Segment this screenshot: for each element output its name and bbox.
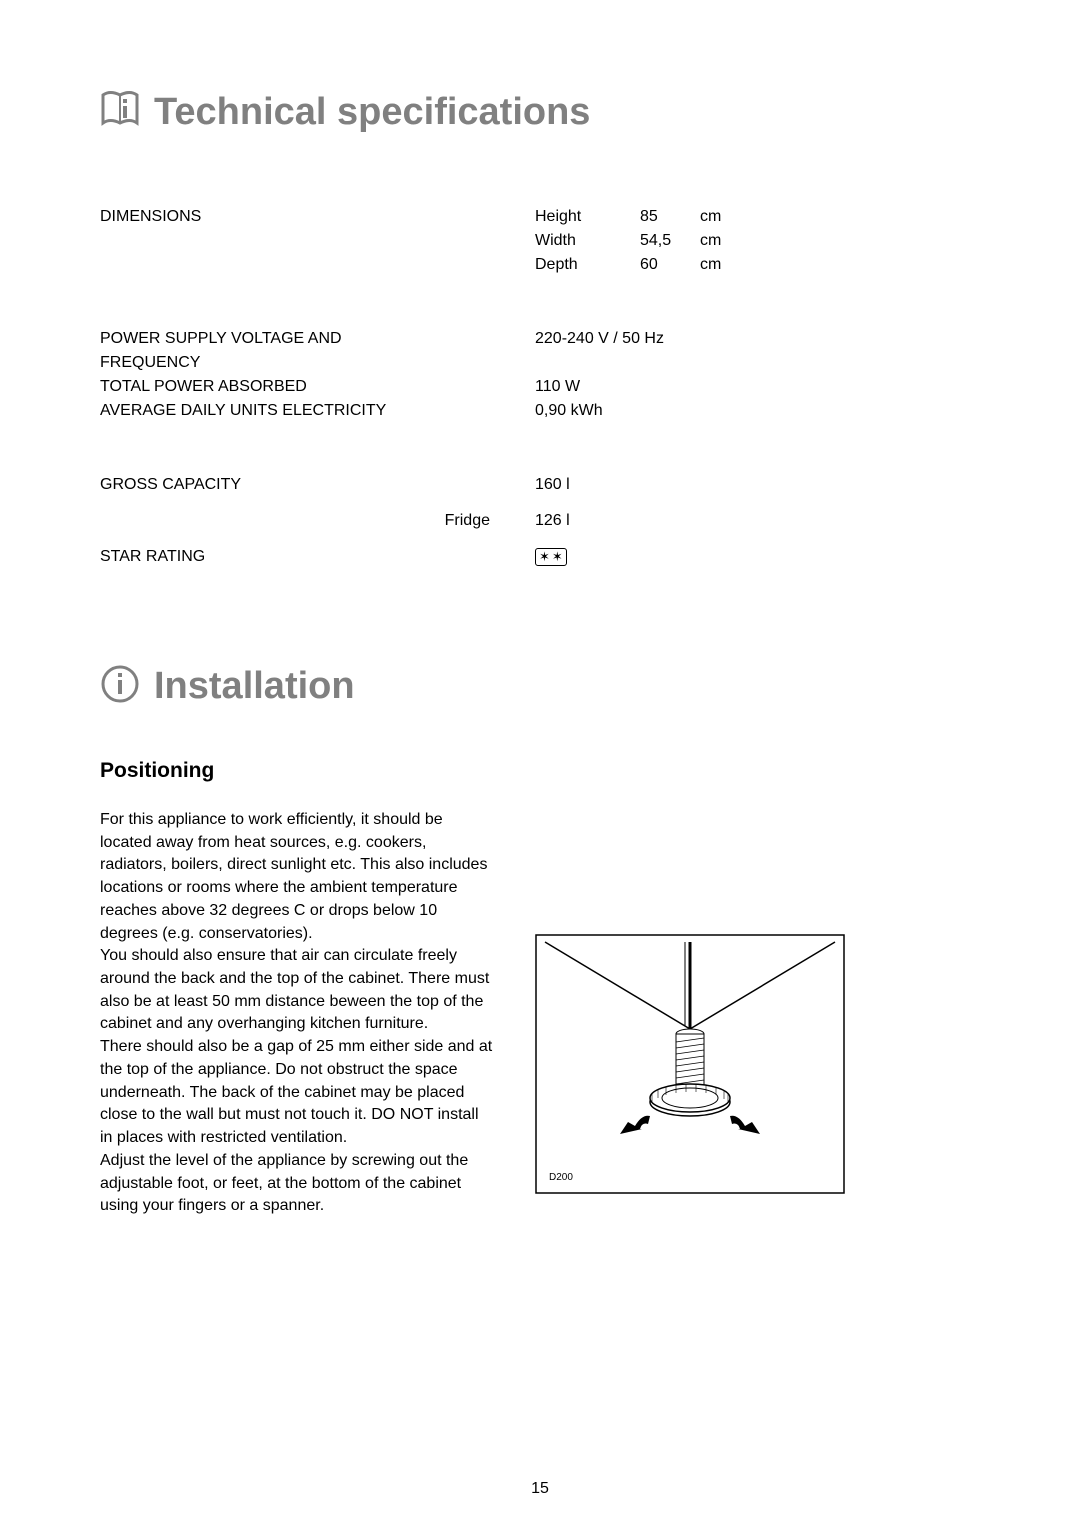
leveling-foot-diagram: D200 xyxy=(535,934,845,1199)
positioning-section: Positioning For this appliance to work e… xyxy=(100,759,980,1218)
specs-table: DIMENSIONS Height 85 cm Width 54,5 cm De… xyxy=(100,205,980,569)
tech-specs-heading-row: Technical specifications xyxy=(100,90,980,135)
star-rating-value: ✶✶ xyxy=(535,545,740,569)
tech-specs-title: Technical specifications xyxy=(154,91,590,134)
gross-capacity-value: 160 l xyxy=(535,473,740,497)
installation-title: Installation xyxy=(154,665,355,708)
total-power-label: TOTAL POWER ABSORBED xyxy=(100,375,410,399)
book-info-icon xyxy=(100,90,140,135)
gross-capacity-label: GROSS CAPACITY xyxy=(100,473,410,497)
height-unit: cm xyxy=(700,205,740,229)
total-power-value: 110 W xyxy=(535,375,740,399)
depth-value: 60 xyxy=(640,253,700,277)
positioning-body: For this appliance to work efficiently, … xyxy=(100,809,495,1218)
height-label: Height xyxy=(535,205,640,229)
star-rating-label: STAR RATING xyxy=(100,545,410,569)
positioning-heading: Positioning xyxy=(100,759,980,783)
depth-unit: cm xyxy=(700,253,740,277)
power-supply-label: POWER SUPPLY VOLTAGE AND FREQUENCY xyxy=(100,327,410,375)
diagram-label: D200 xyxy=(549,1172,573,1183)
avg-daily-value: 0,90 kWh xyxy=(535,399,740,423)
page-number: 15 xyxy=(531,1480,549,1498)
installation-heading-row: Installation xyxy=(100,664,980,709)
width-value: 54,5 xyxy=(640,229,700,253)
star-rating-icon: ✶✶ xyxy=(535,548,567,566)
depth-label: Depth xyxy=(535,253,640,277)
fridge-label: Fridge xyxy=(410,509,535,533)
width-unit: cm xyxy=(700,229,740,253)
avg-daily-label: AVERAGE DAILY UNITS ELECTRICITY xyxy=(100,399,410,423)
dimensions-label: DIMENSIONS xyxy=(100,205,410,229)
fridge-value: 126 l xyxy=(535,509,740,533)
power-supply-value: 220-240 V / 50 Hz xyxy=(535,327,740,375)
height-value: 85 xyxy=(640,205,700,229)
info-circle-icon xyxy=(100,664,140,709)
width-label: Width xyxy=(535,229,640,253)
